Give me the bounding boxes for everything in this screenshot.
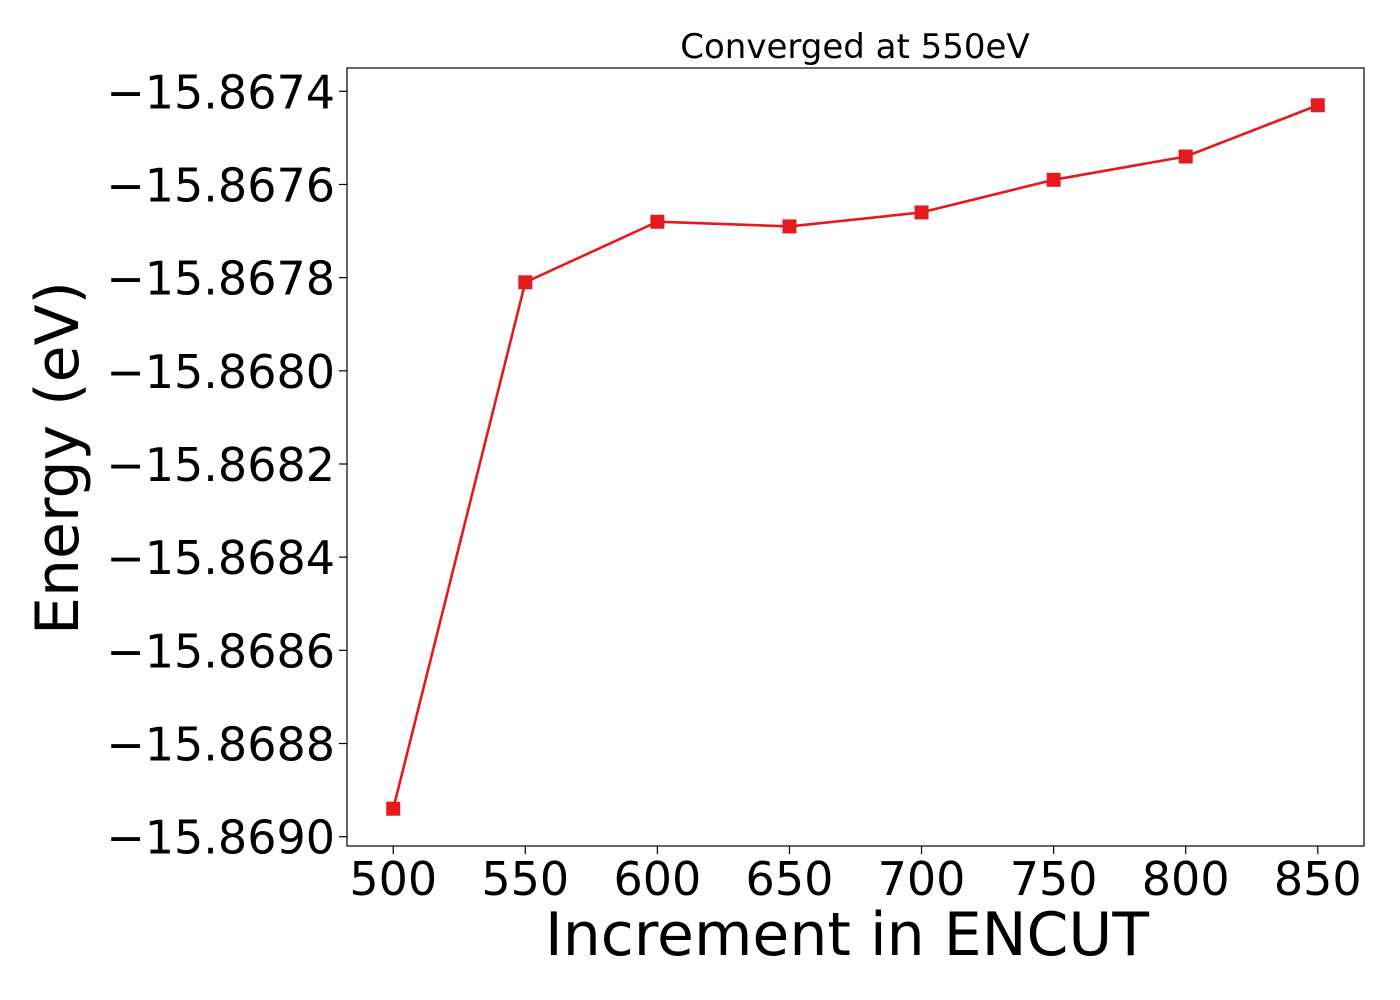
x-tick-label: 700	[878, 852, 966, 906]
x-tick-label: 800	[1142, 852, 1230, 906]
y-axis: −15.8674 −15.8676 −15.8678 −15.8680 −15.8682…	[106, 65, 347, 865]
y-tick-label: −15.8676	[106, 158, 335, 212]
y-axis-label: Energy (eV)	[23, 281, 93, 635]
x-tick-label: 650	[746, 852, 834, 906]
series-layer	[386, 98, 1325, 816]
y-tick-label: −15.8690	[106, 811, 335, 865]
data-point-marker	[1178, 149, 1193, 164]
series-line	[391, 104, 1319, 810]
plot-area-frame	[346, 67, 1365, 847]
data-point-marker	[782, 219, 797, 234]
x-tick-label: 550	[481, 852, 569, 906]
data-point-marker	[386, 801, 401, 816]
y-tick-label: −15.8684	[106, 531, 335, 585]
x-tick-label: 500	[349, 852, 437, 906]
y-tick-label: −15.8674	[106, 65, 335, 119]
data-point-marker	[1310, 98, 1325, 113]
y-tick-label: −15.8678	[106, 252, 335, 306]
y-tick-label: −15.8688	[106, 718, 335, 772]
x-axis: 500 550 600 650 700 750 800 850	[349, 846, 1362, 906]
data-point-marker	[650, 214, 665, 229]
x-tick-label: 750	[1010, 852, 1098, 906]
y-tick-label: −15.8680	[106, 345, 335, 399]
x-tick-label: 600	[613, 852, 701, 906]
x-tick-label: 850	[1274, 852, 1362, 906]
data-point-marker	[914, 205, 929, 220]
x-axis-label: Increment in ENCUT	[545, 900, 1149, 970]
data-point-marker	[518, 275, 533, 290]
y-tick-label: −15.8682	[106, 438, 335, 492]
data-point-marker	[1046, 172, 1061, 187]
y-tick-label: −15.8686	[106, 624, 335, 678]
chart-title: Converged at 550eV	[680, 27, 1029, 67]
